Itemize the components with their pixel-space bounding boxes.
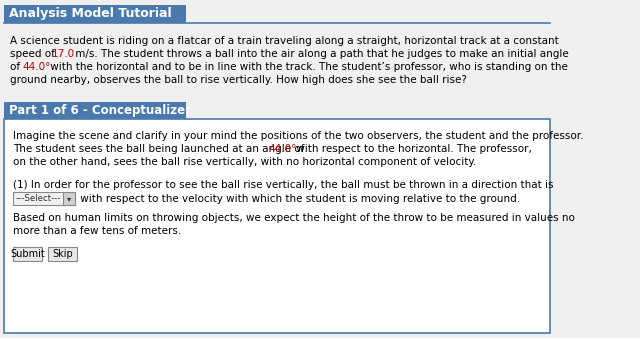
Text: more than a few tens of meters.: more than a few tens of meters. bbox=[13, 226, 181, 236]
Text: of: of bbox=[10, 62, 24, 72]
Text: Skip: Skip bbox=[52, 249, 73, 259]
FancyBboxPatch shape bbox=[4, 119, 550, 333]
Text: A science student is riding on a flatcar of a train traveling along a straight, : A science student is riding on a flatcar… bbox=[10, 36, 559, 46]
Text: 44.0°: 44.0° bbox=[268, 144, 296, 154]
Text: Based on human limits on throwing objects, we expect the height of the throw to : Based on human limits on throwing object… bbox=[13, 213, 575, 223]
FancyBboxPatch shape bbox=[63, 192, 76, 206]
Text: 44.0°: 44.0° bbox=[22, 62, 51, 72]
Text: Part 1 of 6 - Conceptualize:: Part 1 of 6 - Conceptualize: bbox=[9, 104, 189, 117]
FancyBboxPatch shape bbox=[47, 247, 77, 261]
Text: ---Select---: ---Select--- bbox=[15, 194, 61, 203]
Text: m/s. The student throws a ball into the air along a path that he judges to make : m/s. The student throws a ball into the … bbox=[72, 49, 569, 59]
Text: speed of: speed of bbox=[10, 49, 58, 59]
Text: ground nearby, observes the ball to rise vertically. How high does she see the b: ground nearby, observes the ball to rise… bbox=[10, 75, 467, 85]
Text: Analysis Model Tutorial: Analysis Model Tutorial bbox=[9, 7, 172, 21]
Text: ▾: ▾ bbox=[67, 194, 71, 203]
Text: Submit: Submit bbox=[10, 249, 45, 259]
Text: The student sees the ball being launched at an angle of: The student sees the ball being launched… bbox=[13, 144, 308, 154]
Text: Imagine the scene and clarify in your mind the positions of the two observers, t: Imagine the scene and clarify in your mi… bbox=[13, 131, 584, 141]
FancyBboxPatch shape bbox=[13, 247, 42, 261]
FancyBboxPatch shape bbox=[4, 102, 186, 119]
Text: (1) In order for the professor to see the ball rise vertically, the ball must be: (1) In order for the professor to see th… bbox=[13, 180, 554, 190]
Text: 17.0: 17.0 bbox=[52, 49, 75, 59]
Text: with the horizontal and to be in line with the track. The student’s professor, w: with the horizontal and to be in line wi… bbox=[47, 62, 568, 72]
Text: with respect to the horizontal. The professor,: with respect to the horizontal. The prof… bbox=[292, 144, 531, 154]
FancyBboxPatch shape bbox=[13, 192, 76, 206]
Text: with respect to the velocity with which the student is moving relative to the gr: with respect to the velocity with which … bbox=[77, 194, 520, 204]
Text: on the other hand, sees the ball rise vertically, with no horizontal component o: on the other hand, sees the ball rise ve… bbox=[13, 157, 476, 167]
FancyBboxPatch shape bbox=[4, 5, 186, 23]
